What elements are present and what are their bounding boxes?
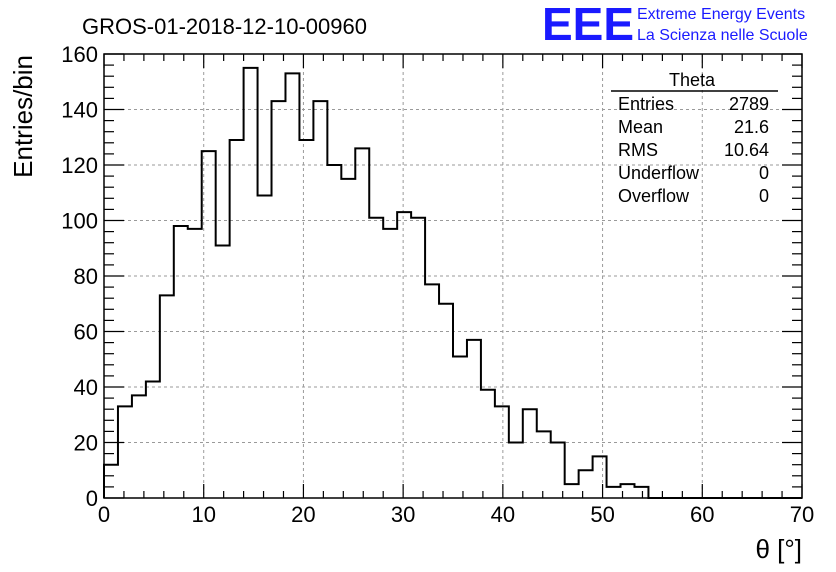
x-tick-label: 10 (191, 502, 215, 527)
stats-title: Theta (669, 70, 716, 90)
stats-row-label: RMS (618, 140, 658, 160)
x-tick-label: 50 (590, 502, 614, 527)
y-tick-label: 80 (74, 264, 98, 289)
y-tick-label: 20 (74, 431, 98, 456)
x-tick-label: 70 (790, 502, 814, 527)
stats-row-value: 0 (759, 186, 769, 206)
eee-logo-line2: La Scienza nelle Scuole (637, 27, 808, 44)
stats-row-label: Underflow (618, 163, 700, 183)
stats-row-value: 10.64 (724, 140, 769, 160)
x-tick-label: 60 (690, 502, 714, 527)
x-axis-label: θ [°] (755, 534, 802, 564)
stats-row-value: 0 (759, 163, 769, 183)
x-tick-label: 0 (98, 502, 110, 527)
y-tick-label: 100 (61, 209, 98, 234)
stats-row-value: 2789 (729, 94, 769, 114)
x-tick-labels: 0 10 20 30 40 50 60 70 (98, 502, 814, 527)
stats-row-value: 21.6 (734, 117, 769, 137)
y-axis-label: Entries/bin (8, 55, 38, 178)
eee-logo-line1: Extreme Energy Events (637, 6, 805, 23)
histogram-outline (103, 66, 802, 499)
y-tick-label: 60 (74, 320, 98, 345)
eee-logo: EEE Extreme Energy Events La Scienza nel… (542, 0, 808, 50)
y-tick-label: 160 (61, 42, 98, 67)
y-tick-label: 40 (74, 375, 98, 400)
stats-row-label: Mean (618, 117, 663, 137)
y-tick-labels: 0 20 40 60 80 100 120 140 160 (61, 42, 98, 511)
grid-lines (104, 54, 802, 498)
x-tick-label: 20 (291, 502, 315, 527)
y-tick-label: 0 (86, 486, 98, 511)
stats-box: Theta Entries 2789 Mean 21.6 RMS 10.64 Underfl… (611, 70, 778, 206)
y-tick-label: 140 (61, 98, 98, 123)
stats-row-label: Entries (618, 94, 674, 114)
x-tick-label: 40 (491, 502, 515, 527)
y-tick-label: 120 (61, 153, 98, 178)
chart-title: GROS-01-2018-12-10-00960 (82, 14, 367, 39)
eee-logo-mark: EEE (542, 0, 634, 50)
stats-row-label: Overflow (618, 186, 690, 206)
x-tick-label: 30 (391, 502, 415, 527)
stats-rows: Entries 2789 Mean 21.6 RMS 10.64 Underflow 0 Ove… (618, 94, 769, 206)
axis-ticks (103, 53, 803, 499)
